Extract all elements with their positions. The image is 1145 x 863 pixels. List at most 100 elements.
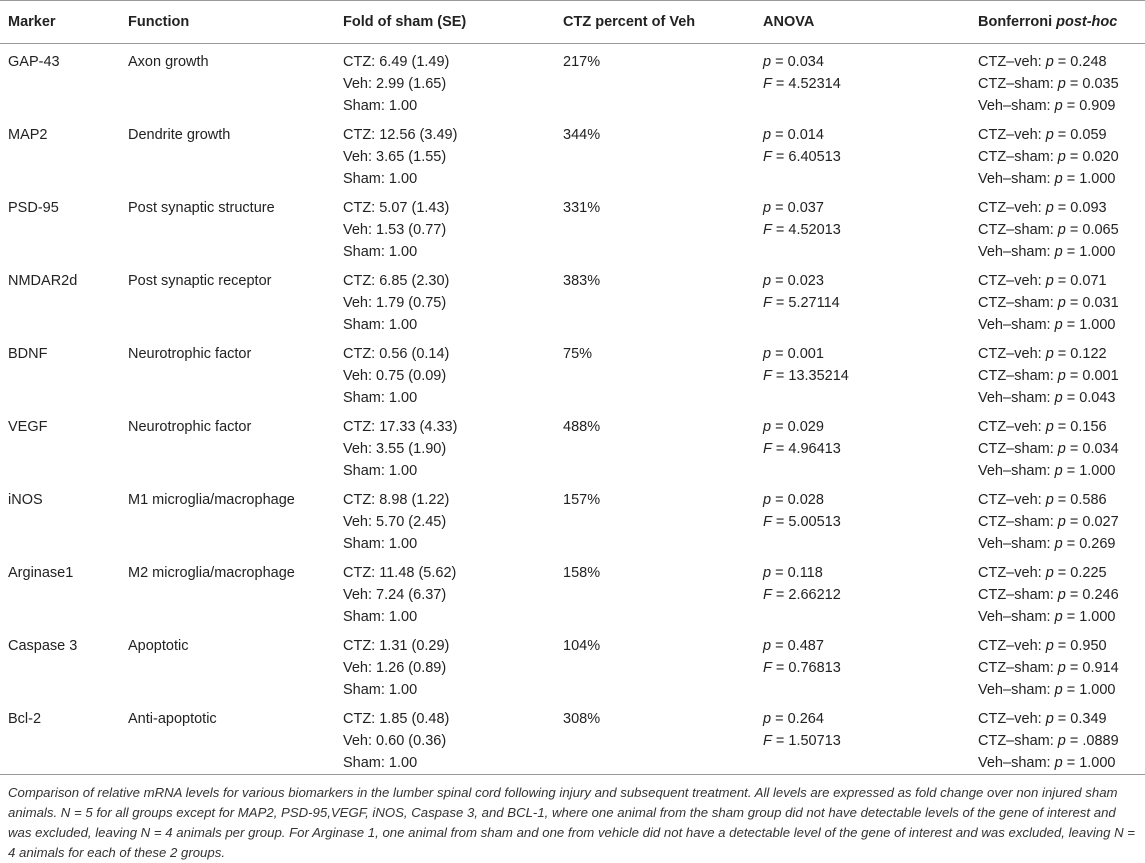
posthoc-label: CTZ–sham: <box>978 295 1054 311</box>
posthoc-value: p = 0.349 <box>1045 711 1107 727</box>
fold-line: Veh: 3.55 (1.90) <box>343 441 447 457</box>
posthoc-line: CTZ–veh: p = 0.950 <box>978 635 1145 657</box>
posthoc-label: Veh–sham: <box>978 682 1051 698</box>
anova-line: F = 4.52314 <box>763 76 841 92</box>
table-body: GAP-43 Axon growth CTZ: 6.49 (1.49) Veh: 2.… <box>0 44 1145 775</box>
header-text: Bonferroni <box>978 14 1053 30</box>
fold-line: Veh: 1.26 (0.89) <box>343 660 447 676</box>
posthoc-label: Veh–sham: <box>978 536 1051 552</box>
posthoc-line: Veh–sham: p = 1.000 <box>978 241 1145 263</box>
fold-line: Sham: 1.00 <box>343 98 418 114</box>
marker-cell: Caspase 3 <box>8 638 78 654</box>
table-row: VEGF Neurotrophic factor CTZ: 17.33 (4.33)… <box>0 409 1145 482</box>
posthoc-cell: CTZ–veh: p = 0.059 CTZ–sham: p = 0.020 Veh… <box>970 117 1145 190</box>
fold-line: Veh: 1.53 (0.77) <box>343 222 447 238</box>
posthoc-value: p = 0.031 <box>1057 295 1119 311</box>
posthoc-label: CTZ–veh: <box>978 565 1042 581</box>
posthoc-line: CTZ–sham: p = 0.020 <box>978 146 1145 168</box>
function-cell: Apoptotic <box>128 638 189 654</box>
column-header: Fold of sham (SE) <box>335 0 555 44</box>
fold-line: Veh: 3.65 (1.55) <box>343 149 447 165</box>
posthoc-cell: CTZ–veh: p = 0.586 CTZ–sham: p = 0.027 Veh… <box>970 482 1145 555</box>
fold-line: Sham: 1.00 <box>343 171 418 187</box>
posthoc-cell: CTZ–veh: p = 0.349 CTZ–sham: p = .0889 Veh… <box>970 701 1145 775</box>
posthoc-line: CTZ–veh: p = 0.156 <box>978 416 1145 438</box>
anova-cell: p = 0.029 F = 4.96413 <box>755 409 970 482</box>
posthoc-value: p = 0.020 <box>1057 149 1119 165</box>
percent-cell: 308% <box>555 701 755 775</box>
anova-cell: p = 0.118 F = 2.66212 <box>755 555 970 628</box>
table-row: NMDAR2d Post synaptic receptor CTZ: 6.85 (… <box>0 263 1145 336</box>
anova-cell: p = 0.034 F = 4.52314 <box>755 44 970 118</box>
fold-line: Sham: 1.00 <box>343 317 418 333</box>
fold-cell: CTZ: 1.31 (0.29) Veh: 1.26 (0.89) Sham: 1.… <box>335 628 555 701</box>
function-cell: Anti-apoptotic <box>120 701 335 775</box>
posthoc-value: p = 1.000 <box>1054 244 1116 260</box>
anova-line: p = 0.001 <box>763 346 824 362</box>
function-cell: Neurotrophic factor <box>128 419 252 435</box>
fold-cell: CTZ: 17.33 (4.33) Veh: 3.55 (1.90) Sham: 1… <box>335 409 555 482</box>
fold-line: Veh: 7.24 (6.37) <box>343 587 447 603</box>
posthoc-value: p = 1.000 <box>1054 317 1116 333</box>
posthoc-value: p = 0.122 <box>1045 346 1107 362</box>
posthoc-value: p = 0.156 <box>1045 419 1107 435</box>
posthoc-value: p = 0.027 <box>1057 514 1119 530</box>
fold-line: Veh: 0.75 (0.09) <box>343 368 447 384</box>
anova-line: F = 0.76813 <box>763 660 841 676</box>
posthoc-label: Veh–sham: <box>978 390 1051 406</box>
posthoc-label: CTZ–sham: <box>978 514 1054 530</box>
anova-line: p = 0.037 <box>763 200 824 216</box>
percent-cell: 157% <box>563 492 601 508</box>
header-italic: post-hoc <box>1056 14 1118 30</box>
posthoc-line: Veh–sham: p = 0.909 <box>978 95 1145 117</box>
marker-cell: Bcl-2 <box>0 701 120 775</box>
fold-cell: CTZ: 8.98 (1.22) Veh: 5.70 (2.45) Sham: 1.… <box>335 482 555 555</box>
percent-cell: 104% <box>563 638 601 654</box>
posthoc-line: CTZ–sham: p = 0.246 <box>978 584 1145 606</box>
fold-line: CTZ: 11.48 (5.62) <box>343 565 457 581</box>
anova-line: F = 4.52013 <box>763 222 841 238</box>
anova-line: p = 0.034 <box>763 54 824 70</box>
fold-line: CTZ: 1.31 (0.29) <box>343 638 450 654</box>
table-row: PSD-95 Post synaptic structure CTZ: 5.07 (… <box>0 190 1145 263</box>
anova-cell: p = 0.264 F = 1.50713 <box>755 701 970 775</box>
posthoc-label: CTZ–veh: <box>978 711 1042 727</box>
posthoc-line: CTZ–veh: p = 0.059 <box>978 124 1145 146</box>
posthoc-label: Veh–sham: <box>978 244 1051 260</box>
marker-cell: Arginase1 <box>8 565 74 581</box>
anova-line: p = 0.029 <box>763 419 824 435</box>
fold-line: Sham: 1.00 <box>343 390 418 406</box>
posthoc-line: CTZ–sham: p = 0.035 <box>978 73 1145 95</box>
table-row: Caspase 3 Apoptotic CTZ: 1.31 (0.29) Veh: 1… <box>0 628 1145 701</box>
function-cell: Post synaptic structure <box>128 200 275 216</box>
anova-line: p = 0.264 <box>763 711 824 727</box>
fold-cell: CTZ: 0.56 (0.14) Veh: 0.75 (0.09) Sham: 1.… <box>335 336 555 409</box>
posthoc-value: p = 1.000 <box>1054 171 1116 187</box>
posthoc-label: CTZ–sham: <box>978 149 1054 165</box>
marker-cell: BDNF <box>8 346 48 362</box>
posthoc-label: Veh–sham: <box>978 755 1051 771</box>
posthoc-line: CTZ–veh: p = 0.349 <box>978 708 1145 730</box>
anova-line: F = 4.96413 <box>763 441 841 457</box>
anova-cell: p = 0.037 F = 4.52013 <box>755 190 970 263</box>
fold-line: Sham: 1.00 <box>343 536 418 552</box>
marker-cell: VEGF <box>8 419 48 435</box>
posthoc-value: p = 0.225 <box>1045 565 1107 581</box>
posthoc-value: p = 0.034 <box>1057 441 1119 457</box>
percent-cell: 488% <box>563 419 601 435</box>
posthoc-label: CTZ–veh: <box>978 127 1042 143</box>
marker-cell: iNOS <box>8 492 43 508</box>
anova-line: F = 13.35214 <box>763 368 849 384</box>
posthoc-cell: CTZ–veh: p = 0.071 CTZ–sham: p = 0.031 Veh… <box>970 263 1145 336</box>
anova-cell: p = 0.023 F = 5.27114 <box>755 263 970 336</box>
fold-line: CTZ: 8.98 (1.22) <box>343 492 450 508</box>
column-header: CTZ percent of Veh <box>555 0 755 44</box>
posthoc-value: p = 0.269 <box>1054 536 1116 552</box>
posthoc-line: Veh–sham: p = 1.000 <box>978 314 1145 336</box>
posthoc-label: CTZ–veh: <box>978 54 1042 70</box>
posthoc-cell: CTZ–veh: p = 0.122 CTZ–sham: p = 0.001 Veh… <box>970 336 1145 409</box>
posthoc-line: CTZ–sham: p = 0.001 <box>978 365 1145 387</box>
fold-cell: CTZ: 5.07 (1.43) Veh: 1.53 (0.77) Sham: 1.… <box>335 190 555 263</box>
posthoc-line: CTZ–veh: p = 0.093 <box>978 197 1145 219</box>
fold-cell: CTZ: 6.85 (2.30) Veh: 1.79 (0.75) Sham: 1.… <box>335 263 555 336</box>
